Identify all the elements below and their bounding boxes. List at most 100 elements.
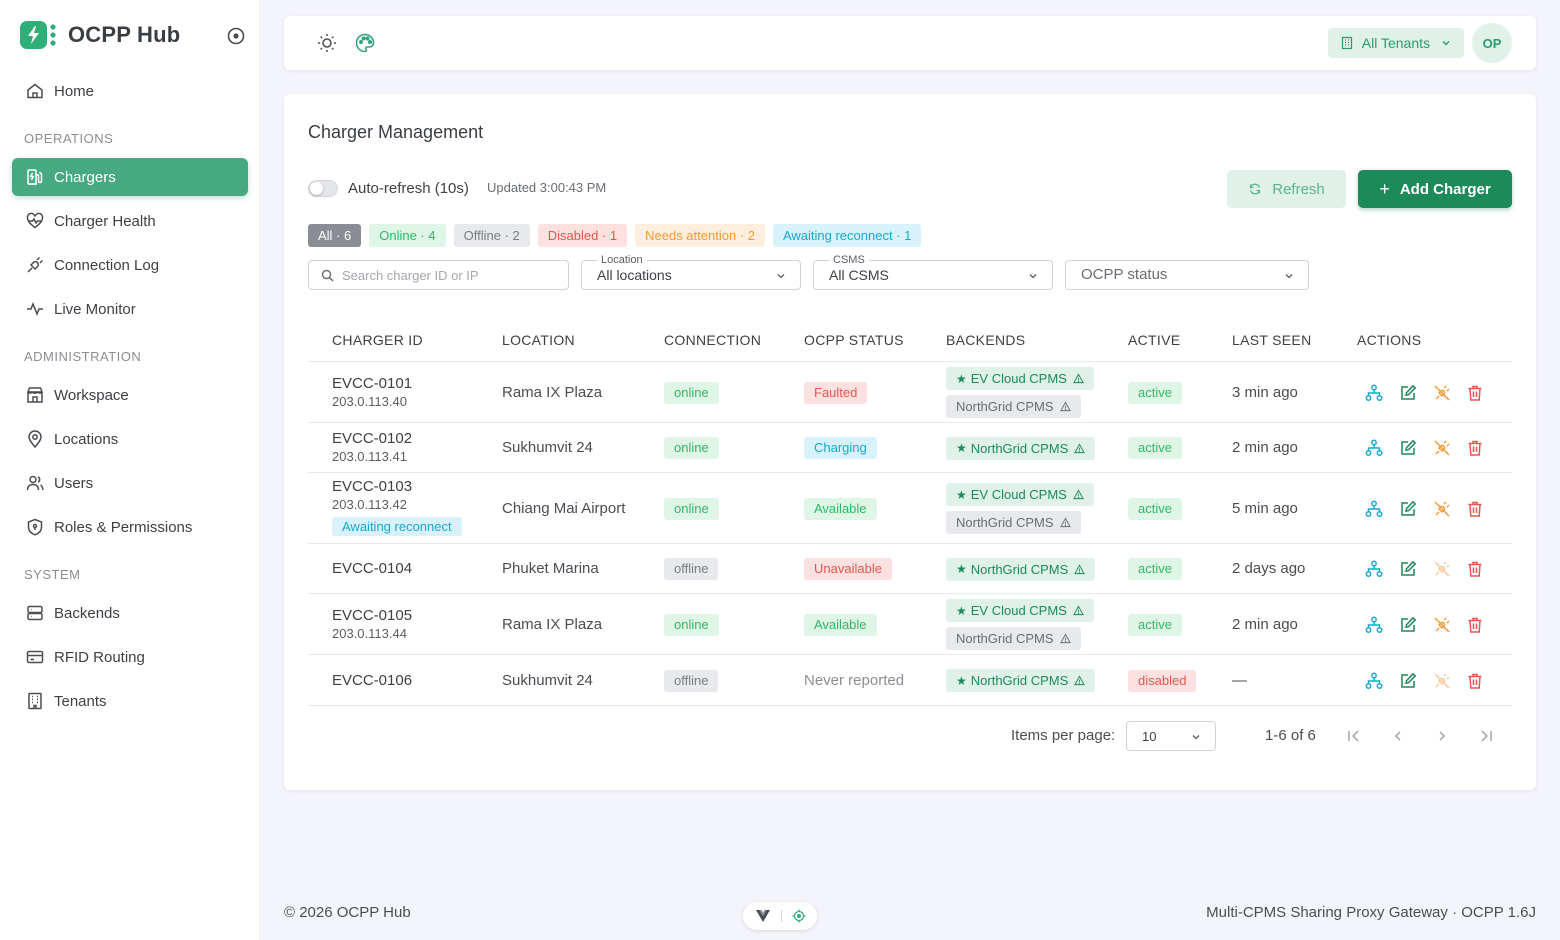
delete-icon[interactable] — [1465, 671, 1485, 691]
next-page-icon[interactable] — [1432, 726, 1452, 746]
edit-icon[interactable] — [1398, 383, 1418, 403]
refresh-icon — [1248, 182, 1262, 196]
col-location[interactable]: LOCATION — [502, 332, 575, 348]
sidebar-item-label: Users — [54, 474, 94, 492]
disconnect-icon[interactable] — [1432, 383, 1452, 403]
filter-chip[interactable]: Online · 4 — [369, 224, 446, 247]
delete-icon[interactable] — [1465, 559, 1485, 579]
sidebar-item-users[interactable]: Users — [12, 464, 248, 502]
csms-select[interactable]: CSMS All CSMS — [813, 254, 1053, 290]
delete-icon[interactable] — [1465, 383, 1485, 403]
edit-icon[interactable] — [1398, 438, 1418, 458]
search-field[interactable] — [308, 260, 569, 290]
charger-id[interactable]: EVCC-0103 — [332, 477, 413, 495]
brand[interactable]: OCPP Hub — [20, 20, 180, 50]
filter-chip[interactable]: Needs attention · 2 — [635, 224, 765, 247]
disconnect-icon[interactable] — [1432, 615, 1452, 635]
star-icon: ★ — [956, 673, 967, 688]
topbar: All Tenants OP — [284, 16, 1536, 70]
backend-tag[interactable]: ★ NorthGrid CPMS — [946, 669, 1096, 692]
location-select[interactable]: Location All locations — [581, 254, 801, 290]
sidebar-item-workspace[interactable]: Workspace — [12, 376, 248, 414]
sidebar-collapse-icon[interactable] — [226, 26, 246, 46]
disconnect-icon[interactable] — [1432, 559, 1452, 579]
avatar[interactable]: OP — [1472, 23, 1512, 63]
filter-chip[interactable]: Offline · 2 — [453, 224, 530, 247]
backend-tag[interactable]: ★ EV Cloud CPMS — [946, 483, 1094, 506]
charger-id[interactable]: EVCC-0106 — [332, 671, 413, 689]
tenant-selector[interactable]: All Tenants — [1327, 28, 1464, 58]
backend-tag[interactable]: NorthGrid CPMS — [946, 395, 1081, 418]
sidebar-item-chargers[interactable]: Chargers — [12, 158, 248, 196]
table-row[interactable]: EVCC-0102 203.0.113.41 Sukhumvit 24 online C… — [308, 423, 1512, 473]
add-charger-button[interactable]: + Add Charger — [1358, 170, 1512, 208]
routing-tree-icon[interactable] — [1364, 438, 1384, 458]
backend-tag[interactable]: NorthGrid CPMS — [946, 627, 1081, 650]
charger-id[interactable]: EVCC-0104 — [332, 560, 413, 577]
backend-tag[interactable]: ★ EV Cloud CPMS — [946, 599, 1094, 622]
first-page-icon[interactable] — [1344, 726, 1364, 746]
refresh-button[interactable]: Refresh — [1227, 170, 1346, 208]
edit-icon[interactable] — [1398, 559, 1418, 579]
backend-tag[interactable]: ★ EV Cloud CPMS — [946, 367, 1094, 390]
search-input[interactable] — [342, 267, 562, 283]
routing-tree-icon[interactable] — [1364, 383, 1384, 403]
edit-icon[interactable] — [1398, 671, 1418, 691]
sidebar-item-backends[interactable]: Backends — [12, 594, 248, 632]
sidebar-item-tenants[interactable]: Tenants — [12, 682, 248, 720]
table-row[interactable]: EVCC-0103 203.0.113.42 Awaiting reconnect C… — [308, 473, 1512, 544]
sidebar-item-connection-log[interactable]: Connection Log — [12, 246, 248, 284]
edit-icon[interactable] — [1398, 615, 1418, 635]
disconnect-icon[interactable] — [1432, 499, 1452, 519]
filter-chip[interactable]: All · 6 — [308, 224, 362, 247]
routing-tree-icon[interactable] — [1364, 615, 1384, 635]
cell-ocpp-status: Charging — [804, 437, 877, 459]
last-page-icon[interactable] — [1476, 726, 1496, 746]
charger-id[interactable]: EVCC-0102 — [332, 430, 413, 447]
heart-pulse-icon — [25, 211, 45, 231]
table-row[interactable]: EVCC-0104 Phuket Marina offline Unavailable… — [308, 544, 1512, 594]
sidebar-item-charger-health[interactable]: Charger Health — [12, 202, 248, 240]
backend-tag[interactable]: ★ NorthGrid CPMS — [946, 557, 1096, 581]
connection-badge: online — [664, 381, 719, 404]
backend-tag[interactable]: NorthGrid CPMS — [946, 511, 1081, 534]
auto-refresh-toggle[interactable] — [308, 180, 338, 197]
charger-id[interactable]: EVCC-0105 — [332, 606, 413, 624]
disconnect-icon[interactable] — [1432, 438, 1452, 458]
filter-chip[interactable]: Disabled · 1 — [537, 224, 628, 247]
prev-page-icon[interactable] — [1388, 726, 1408, 746]
sun-icon[interactable] — [316, 32, 338, 54]
ocpp-status-badge: Available — [804, 613, 877, 636]
table-row[interactable]: EVCC-0106 Sukhumvit 24 offline Never report… — [308, 655, 1512, 706]
sidebar-item-live-monitor[interactable]: Live Monitor — [12, 290, 248, 328]
routing-tree-icon[interactable] — [1364, 499, 1384, 519]
charger-id[interactable]: EVCC-0101 — [332, 374, 413, 392]
col-charger-id[interactable]: CHARGER ID — [332, 332, 423, 348]
delete-icon[interactable] — [1465, 615, 1485, 635]
sidebar-item-locations[interactable]: Locations — [12, 420, 248, 458]
sidebar-item-roles-permissions[interactable]: Roles & Permissions — [12, 508, 248, 546]
sidebar-item-home[interactable]: Home — [12, 72, 248, 110]
col-last-seen[interactable]: LAST SEEN — [1232, 332, 1312, 348]
items-per-page-select[interactable]: 10 — [1126, 721, 1216, 751]
routing-tree-icon[interactable] — [1364, 671, 1384, 691]
location-select-value: All locations — [597, 267, 672, 283]
routing-tree-icon[interactable] — [1364, 559, 1384, 579]
backend-tag[interactable]: ★ NorthGrid CPMS — [946, 436, 1096, 460]
devtools-pill[interactable] — [743, 902, 817, 930]
table-row[interactable]: EVCC-0105 203.0.113.44 Rama IX Plaza online… — [308, 594, 1512, 655]
delete-icon[interactable] — [1465, 499, 1485, 519]
disconnect-icon[interactable] — [1432, 671, 1452, 691]
col-backends[interactable]: BACKENDS — [946, 332, 1026, 348]
table-row[interactable]: EVCC-0101 203.0.113.40 Rama IX Plaza online… — [308, 362, 1512, 423]
col-connection[interactable]: CONNECTION — [664, 332, 762, 348]
delete-icon[interactable] — [1465, 438, 1485, 458]
edit-icon[interactable] — [1398, 499, 1418, 519]
ocpp-status-select[interactable]: OCPP status — [1065, 260, 1309, 290]
palette-icon[interactable] — [354, 32, 376, 54]
col-ocpp-status[interactable]: OCPP STATUS — [804, 332, 904, 348]
col-active[interactable]: ACTIVE — [1128, 332, 1181, 348]
sidebar-item-rfid-routing[interactable]: RFID Routing — [12, 638, 248, 676]
filter-chip[interactable]: Awaiting reconnect · 1 — [772, 224, 922, 247]
cell-connection: offline — [664, 669, 719, 692]
